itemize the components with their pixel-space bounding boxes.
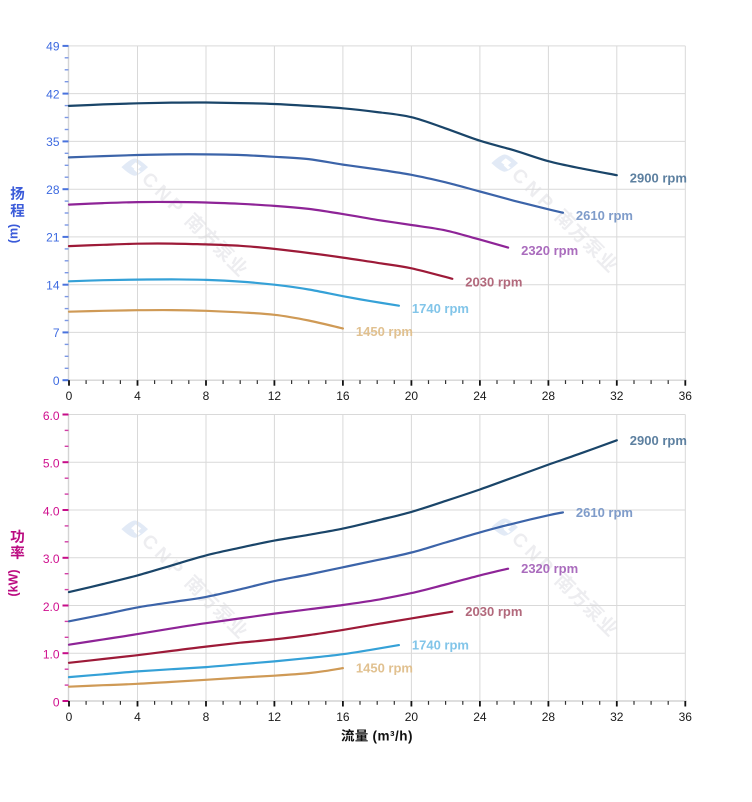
svg-text:20: 20 — [405, 710, 419, 724]
svg-text:0: 0 — [66, 710, 73, 724]
svg-text:35: 35 — [46, 135, 60, 149]
svg-text:24: 24 — [473, 710, 487, 724]
svg-text:12: 12 — [268, 710, 282, 724]
svg-text:2320 rpm: 2320 rpm — [521, 243, 578, 258]
svg-text:8: 8 — [203, 710, 210, 724]
svg-text:2320 rpm: 2320 rpm — [521, 561, 578, 576]
svg-text:20: 20 — [405, 389, 419, 403]
svg-text:21: 21 — [46, 231, 60, 245]
svg-text:6.0: 6.0 — [43, 409, 60, 423]
svg-text:1740 rpm: 1740 rpm — [412, 638, 469, 653]
svg-text:1740 rpm: 1740 rpm — [412, 301, 469, 316]
svg-text:2030 rpm: 2030 rpm — [465, 274, 522, 289]
svg-text:(m): (m) — [7, 224, 21, 243]
svg-text:2610 rpm: 2610 rpm — [576, 505, 633, 520]
svg-text:28: 28 — [542, 710, 556, 724]
svg-text:4: 4 — [134, 389, 141, 403]
svg-text:0: 0 — [53, 374, 60, 388]
svg-text:42: 42 — [46, 87, 60, 101]
svg-text:28: 28 — [542, 389, 556, 403]
svg-text:36: 36 — [679, 710, 693, 724]
svg-text:36: 36 — [679, 389, 693, 403]
svg-text:24: 24 — [473, 389, 487, 403]
svg-text:4: 4 — [134, 710, 141, 724]
svg-text:12: 12 — [268, 389, 282, 403]
svg-text:2.0: 2.0 — [43, 600, 60, 614]
svg-text:0: 0 — [53, 695, 60, 709]
svg-text:16: 16 — [336, 710, 350, 724]
svg-text:(kW): (kW) — [7, 569, 21, 596]
svg-text:1.0: 1.0 — [43, 648, 60, 662]
svg-text:5.0: 5.0 — [43, 457, 60, 471]
svg-text:7: 7 — [53, 326, 60, 340]
svg-text:4.0: 4.0 — [43, 504, 60, 518]
svg-text:32: 32 — [610, 710, 624, 724]
svg-text:1450 rpm: 1450 rpm — [356, 661, 413, 676]
svg-text:49: 49 — [46, 40, 60, 54]
svg-text:2900 rpm: 2900 rpm — [630, 171, 687, 186]
svg-text:2610 rpm: 2610 rpm — [576, 208, 633, 223]
svg-text:16: 16 — [336, 389, 350, 403]
svg-text:(m³/h): (m³/h) — [373, 729, 414, 744]
svg-text:1450 rpm: 1450 rpm — [356, 324, 413, 339]
svg-text:14: 14 — [46, 279, 60, 293]
svg-text:2030 rpm: 2030 rpm — [465, 604, 522, 619]
svg-text:28: 28 — [46, 183, 60, 197]
svg-text:8: 8 — [203, 389, 210, 403]
svg-text:3.0: 3.0 — [43, 552, 60, 566]
svg-text:32: 32 — [610, 389, 624, 403]
svg-text:0: 0 — [66, 389, 73, 403]
svg-text:2900 rpm: 2900 rpm — [630, 433, 687, 448]
